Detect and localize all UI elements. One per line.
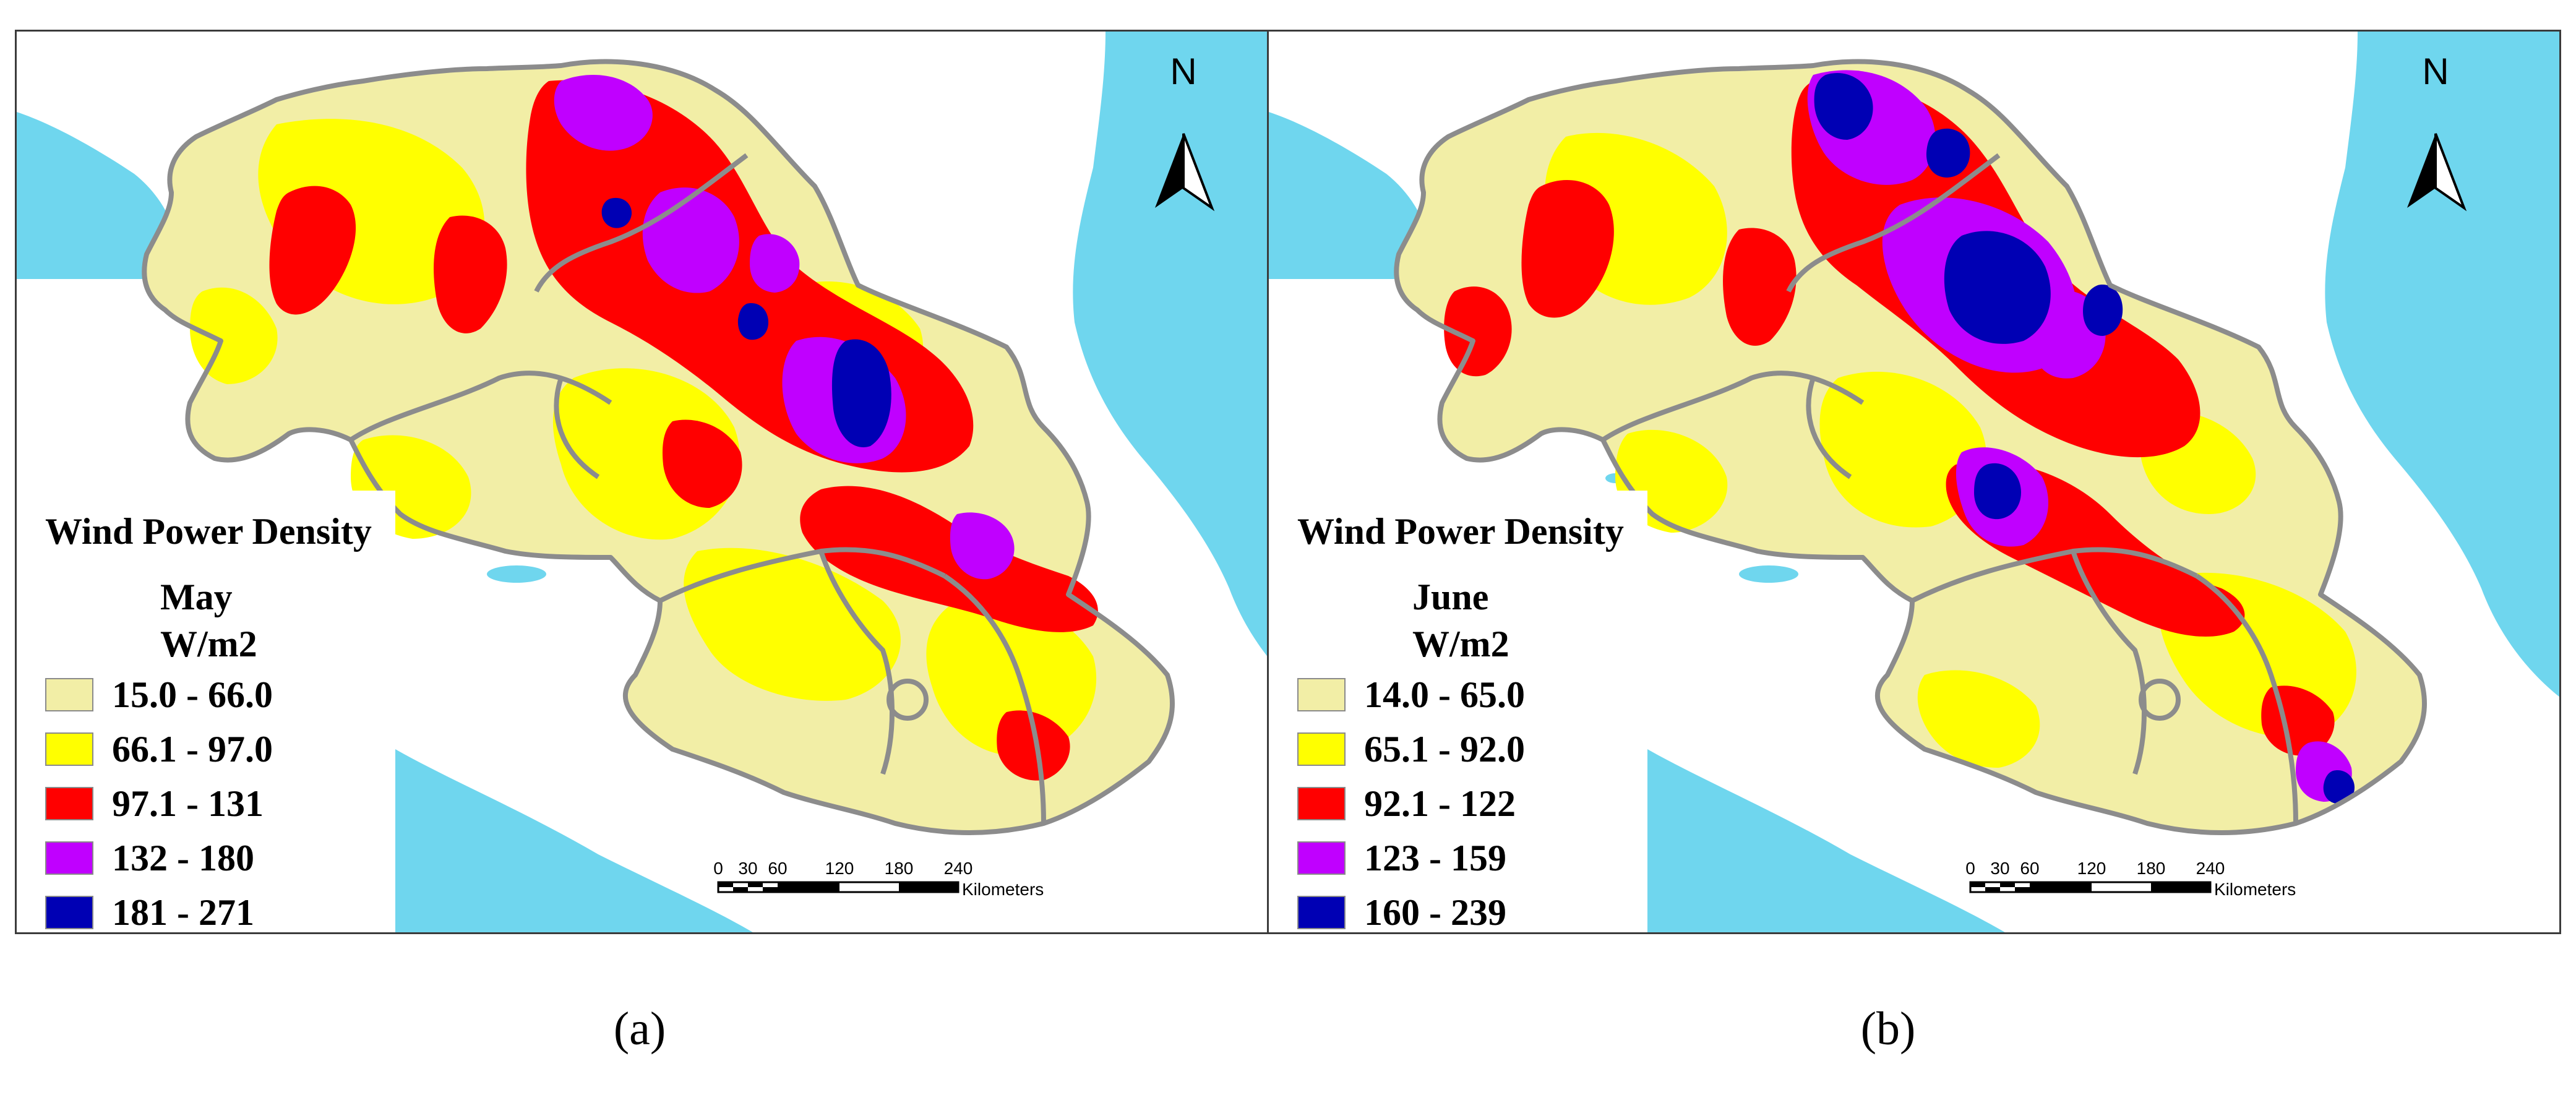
ocean-pacific-south	[1647, 749, 2005, 932]
legend: Wind Power Density June W/m2 14.0 - 65.0…	[1269, 491, 1647, 933]
state-boundaries	[142, 59, 1175, 835]
legend-swatch	[45, 841, 93, 875]
legend-entry: 66.1 - 97.0	[45, 722, 395, 776]
legend-label: 92.1 - 122	[1364, 783, 1516, 824]
legend-swatch	[45, 896, 93, 929]
map-svg: N 0 30 60 120 180 240 Kilometers	[1269, 32, 2559, 932]
ocean-pacific-south	[395, 749, 753, 932]
class-160-239-areas	[1814, 72, 2355, 804]
state-boundaries	[1394, 59, 2427, 835]
map-frame: N 0 30 60 120 180 240 Kilometers	[15, 30, 1309, 934]
legend-label: 123 - 159	[1364, 837, 1506, 878]
legend-title: Wind Power Density	[45, 511, 372, 552]
legend-label: 132 - 180	[112, 837, 254, 878]
map-panel-a: N 0 30 60 120 180 240 Kilometers	[15, 30, 1309, 934]
legend-swatch	[1297, 896, 1346, 929]
scale-tick-label: 60	[768, 859, 787, 878]
scale-tick-label: 30	[1990, 859, 2009, 878]
lake	[487, 565, 546, 583]
legend-title: Wind Power Density	[1297, 511, 1624, 552]
scale-tick-label: 180	[2137, 859, 2166, 878]
scale-bar-labels: 0 30 60 120 180 240 Kilometers	[713, 859, 1044, 899]
legend-swatch	[1297, 787, 1346, 820]
legend-entry: 15.0 - 66.0	[45, 668, 395, 722]
scale-tick-label: 240	[944, 859, 973, 878]
class-181-271-areas	[601, 197, 891, 447]
north-label: N	[2422, 51, 2449, 92]
legend-label: 160 - 239	[1364, 891, 1506, 933]
north-arrow	[1155, 133, 1215, 212]
scale-unit-label: Kilometers	[2214, 880, 2296, 899]
legend-swatch	[45, 787, 93, 820]
legend-entry: 123 - 159	[1297, 831, 1647, 885]
legend-unit: W/m2	[160, 624, 257, 664]
legend-label: 97.1 - 131	[112, 783, 264, 824]
north-arrow	[2407, 133, 2467, 212]
legend-month: May	[160, 577, 233, 617]
legend-unit: W/m2	[1412, 624, 1509, 664]
ocean-pacific-north	[17, 112, 179, 279]
scale-bar	[1969, 881, 2212, 893]
legend-entry: 92.1 - 122	[1297, 776, 1647, 831]
legend-swatch	[1297, 732, 1346, 766]
caption-b: (b)	[1860, 1003, 1916, 1055]
map-svg: N 0 30 60 120 180 240 Kilometers	[17, 32, 1307, 932]
legend-entry: 97.1 - 131	[45, 776, 395, 831]
caption-a: (a)	[613, 1003, 666, 1055]
scale-unit-label: Kilometers	[962, 880, 1044, 899]
legend-entry: 132 - 180	[45, 831, 395, 885]
legend-swatch	[1297, 678, 1346, 711]
scale-tick-label: 120	[2077, 859, 2106, 878]
ocean-gulf	[1073, 32, 1307, 697]
legend-swatch	[1297, 841, 1346, 875]
legend: Wind Power Density May W/m2 15.0 - 66.0 …	[17, 491, 395, 933]
north-label: N	[1170, 51, 1196, 92]
legend-entry: 181 - 271	[45, 885, 395, 933]
map-frame: N 0 30 60 120 180 240 Kilometers Wi	[1267, 30, 2561, 934]
legend-entry: 65.1 - 92.0	[1297, 722, 1647, 776]
scale-tick-label: 60	[2020, 859, 2039, 878]
scale-tick-label: 30	[738, 859, 757, 878]
scale-bar	[717, 881, 960, 893]
legend-entry: 160 - 239	[1297, 885, 1647, 933]
legend-label: 14.0 - 65.0	[1364, 674, 1525, 715]
legend-month: June	[1412, 577, 1489, 617]
legend-swatch	[45, 732, 93, 766]
scale-bar-labels: 0 30 60 120 180 240 Kilometers	[1965, 859, 2296, 899]
legend-label: 65.1 - 92.0	[1364, 728, 1525, 770]
scale-tick-label: 0	[1965, 859, 1975, 878]
scale-tick-label: 0	[713, 859, 723, 878]
map-panel-b: N 0 30 60 120 180 240 Kilometers Wi	[1267, 30, 2561, 934]
ocean-pacific-north	[1269, 112, 1431, 279]
ocean-gulf	[2325, 32, 2559, 697]
scale-tick-label: 120	[825, 859, 854, 878]
scale-tick-label: 180	[885, 859, 914, 878]
legend-label: 66.1 - 97.0	[112, 728, 273, 770]
lake	[1739, 565, 1798, 583]
legend-swatch	[45, 678, 93, 711]
scale-tick-label: 240	[2196, 859, 2225, 878]
legend-label: 15.0 - 66.0	[112, 674, 273, 715]
legend-label: 181 - 271	[112, 891, 254, 933]
legend-entry: 14.0 - 65.0	[1297, 668, 1647, 722]
